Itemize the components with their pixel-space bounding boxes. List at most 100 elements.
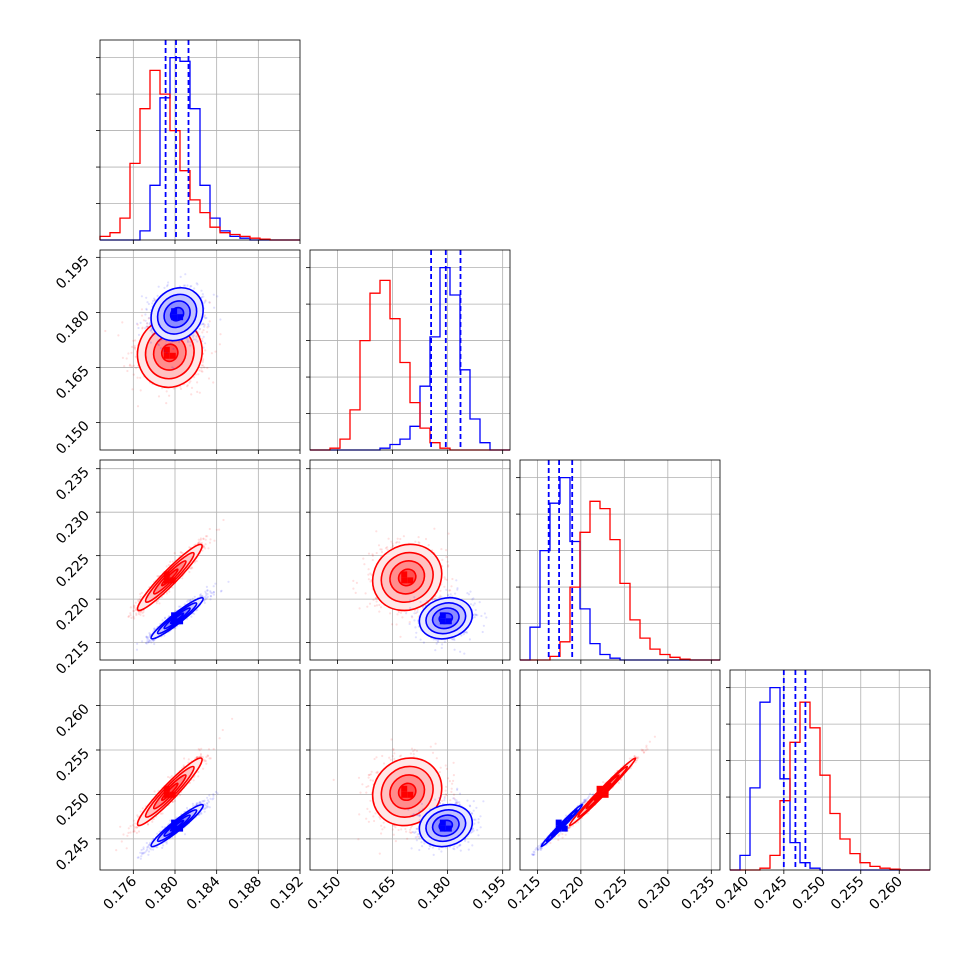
scatter-point bbox=[372, 598, 375, 602]
scatter-point bbox=[190, 393, 193, 396]
scatter-point bbox=[167, 281, 170, 284]
scatter-point bbox=[472, 604, 475, 607]
scatter-point bbox=[148, 634, 151, 637]
scatter-point bbox=[152, 332, 155, 335]
scatter-point bbox=[204, 342, 207, 345]
scatter-point bbox=[367, 578, 370, 581]
scatter-point bbox=[469, 590, 472, 593]
scatter-point bbox=[425, 600, 429, 603]
scatter-point bbox=[157, 285, 160, 288]
scatter-point bbox=[396, 613, 399, 616]
scatter-point bbox=[363, 563, 366, 566]
scatter-point bbox=[137, 612, 140, 616]
scatter-point bbox=[169, 560, 172, 564]
scatter-point bbox=[424, 537, 428, 541]
scatter-point bbox=[209, 590, 212, 593]
scatter-point bbox=[165, 390, 168, 393]
scatter-point bbox=[207, 547, 210, 550]
scatter-point bbox=[148, 639, 151, 643]
scatter-point bbox=[204, 349, 207, 352]
scatter-point bbox=[203, 366, 206, 369]
ticks bbox=[96, 256, 301, 454]
scatter-point bbox=[197, 542, 200, 545]
scatter-point bbox=[212, 591, 215, 594]
scatter-point bbox=[201, 370, 204, 373]
scatter-point bbox=[198, 391, 201, 394]
scatter-point bbox=[172, 347, 175, 350]
scatter-point bbox=[165, 351, 168, 354]
scatter-point bbox=[136, 405, 140, 408]
scatter-point bbox=[367, 568, 370, 571]
density-cell bbox=[169, 352, 176, 359]
scatter-point bbox=[384, 547, 388, 550]
scatter-point bbox=[205, 585, 208, 589]
scatter-point bbox=[202, 322, 205, 325]
scatter-point bbox=[202, 323, 205, 326]
scatter-point bbox=[206, 535, 209, 538]
scatter-point bbox=[375, 530, 378, 533]
scatter-point bbox=[163, 349, 166, 352]
scatter-point bbox=[186, 340, 189, 344]
scatter-point bbox=[391, 542, 394, 545]
scatter-point bbox=[447, 564, 450, 567]
scatter-point bbox=[401, 616, 404, 619]
scatter-point bbox=[379, 606, 383, 609]
scatter-point bbox=[214, 582, 217, 585]
scatter-point bbox=[210, 352, 213, 355]
scatter-point bbox=[195, 330, 198, 333]
scatter-point bbox=[198, 327, 201, 330]
scatter-point bbox=[202, 329, 205, 332]
scatter-point bbox=[177, 605, 181, 608]
scatter-point bbox=[362, 557, 365, 560]
scatter-point bbox=[142, 610, 145, 614]
scatter-point bbox=[121, 356, 124, 359]
panel-frame bbox=[99, 249, 301, 451]
scatter-point bbox=[132, 373, 135, 376]
scatter-point bbox=[164, 616, 167, 619]
scatter-point bbox=[456, 588, 459, 591]
scatter-point bbox=[139, 389, 142, 392]
scatter-point bbox=[147, 640, 150, 644]
scatter-point bbox=[201, 340, 204, 343]
scatter-point bbox=[158, 602, 161, 605]
scatter-point bbox=[193, 287, 196, 290]
scatter-point bbox=[195, 560, 198, 563]
scatter-point bbox=[133, 609, 136, 612]
scatter-point bbox=[179, 387, 183, 390]
scatter-point bbox=[126, 369, 129, 373]
scatter-point bbox=[216, 295, 219, 298]
scatter-point bbox=[186, 284, 189, 287]
scatter-point bbox=[201, 359, 205, 362]
scatter-point bbox=[440, 646, 443, 650]
scatter-point bbox=[209, 595, 213, 598]
scatter-point bbox=[153, 297, 156, 300]
scatter-point bbox=[147, 325, 150, 329]
scatter-point bbox=[378, 603, 381, 607]
scatter-point bbox=[441, 558, 444, 562]
scatter-point bbox=[366, 605, 369, 608]
scatter-point bbox=[141, 326, 144, 329]
scatter-point bbox=[147, 317, 150, 320]
scatter-point bbox=[191, 597, 194, 600]
scatter-point bbox=[387, 537, 390, 540]
scatter-point bbox=[147, 302, 150, 306]
scatter-point bbox=[141, 640, 144, 643]
scatter-point bbox=[204, 317, 207, 320]
scatter-point bbox=[377, 544, 381, 547]
scatter-point bbox=[200, 323, 203, 326]
scatter-point bbox=[200, 542, 203, 545]
scatter-point bbox=[204, 300, 207, 303]
scatter-point bbox=[469, 603, 473, 606]
scatter-point bbox=[222, 518, 225, 522]
scatter-point bbox=[153, 298, 157, 301]
density-cell bbox=[401, 577, 408, 584]
scatter-point bbox=[136, 323, 139, 326]
scatter-point bbox=[135, 613, 138, 617]
scatter-point bbox=[157, 339, 160, 342]
scatter-point bbox=[147, 638, 150, 641]
scatter-point bbox=[183, 603, 186, 606]
scatter-point bbox=[137, 333, 141, 336]
scatter-point bbox=[148, 632, 151, 635]
scatter-point bbox=[140, 295, 143, 298]
scatter-point bbox=[218, 528, 221, 531]
